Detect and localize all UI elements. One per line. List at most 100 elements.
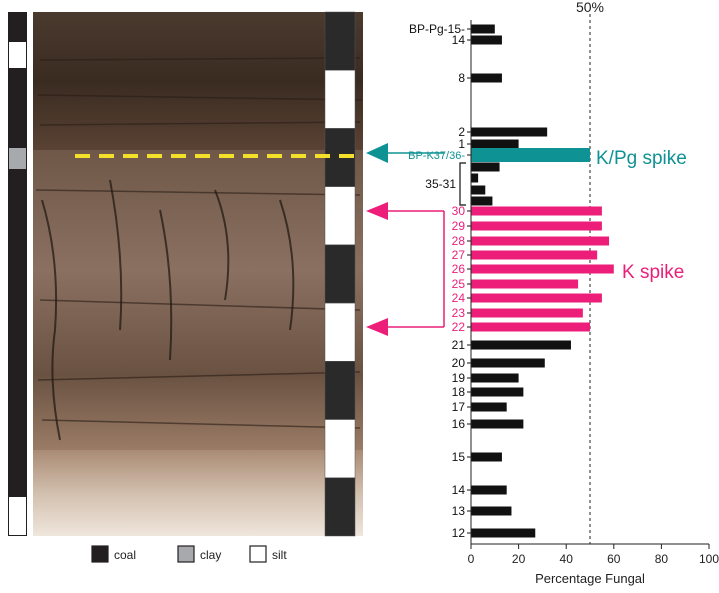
bracket-label: 35-31 bbox=[425, 177, 456, 191]
sample-label: 24 bbox=[452, 291, 466, 305]
bar-2 bbox=[471, 127, 548, 137]
sample-label: 25 bbox=[452, 277, 466, 291]
sample-label: 12 bbox=[452, 526, 466, 540]
scale-bar-segment bbox=[324, 477, 356, 537]
scale-bar bbox=[324, 11, 356, 537]
bar-25 bbox=[471, 279, 579, 289]
sample-label: BP-K37/36- bbox=[408, 150, 465, 162]
sample-label: 13 bbox=[452, 504, 466, 518]
sample-label: 17 bbox=[452, 400, 466, 414]
scale-bar-segment bbox=[324, 361, 356, 420]
bars bbox=[471, 24, 614, 538]
kpg-arrow bbox=[366, 143, 444, 163]
kpg-arrow-head bbox=[366, 143, 388, 163]
fungal-percentage-chart: 50% BP-Pg-15-14821BP-K37/36-302928272625… bbox=[366, 0, 719, 586]
x-tick-label: 60 bbox=[607, 552, 621, 566]
bar-20 bbox=[471, 358, 545, 368]
strat-column bbox=[8, 12, 27, 536]
strat-silt-unit-top bbox=[9, 42, 26, 68]
photo-bedding-lines bbox=[35, 57, 363, 429]
bar-22 bbox=[471, 322, 590, 332]
strat-coal-unit bbox=[8, 12, 27, 536]
x-tick-label: 80 bbox=[655, 552, 669, 566]
bar-1 bbox=[471, 139, 519, 149]
kpg-spike-annotation: K/Pg spike bbox=[596, 148, 687, 169]
bar-27 bbox=[471, 250, 598, 260]
bar-unlabeled bbox=[471, 185, 486, 195]
sample-label: 30 bbox=[452, 204, 466, 218]
sample-label: 18 bbox=[452, 385, 466, 399]
sample-label: 23 bbox=[452, 306, 466, 320]
coal-layer-photo bbox=[33, 12, 363, 152]
strat-clay-unit bbox=[9, 148, 26, 169]
sample-label: 14 bbox=[452, 33, 466, 47]
photo-cracks bbox=[41, 179, 295, 441]
bar-17 bbox=[471, 402, 507, 412]
sample-label: 20 bbox=[452, 356, 466, 370]
sample-label: 28 bbox=[452, 234, 466, 248]
sample-label: 22 bbox=[452, 320, 466, 334]
bar-14 bbox=[471, 35, 502, 45]
sample-label: 19 bbox=[452, 371, 466, 385]
bar-21 bbox=[471, 340, 571, 350]
scale-bar-segment bbox=[324, 419, 356, 479]
k-spike-bracket bbox=[388, 210, 445, 328]
x-tick-label: 40 bbox=[560, 552, 574, 566]
x-ticks: 0 20 40 60 80 100 bbox=[468, 544, 719, 566]
sample-label: 16 bbox=[452, 417, 466, 431]
bar-unlabeled bbox=[471, 173, 479, 183]
outcrop-photo bbox=[33, 11, 363, 537]
sample-label: 1 bbox=[458, 137, 465, 151]
bar-24 bbox=[471, 293, 602, 303]
bar-19 bbox=[471, 373, 519, 383]
sample-label: 8 bbox=[458, 71, 465, 85]
bar-18 bbox=[471, 387, 524, 397]
bar-30 bbox=[471, 206, 602, 216]
sample-label: 2 bbox=[458, 125, 465, 139]
bar-26 bbox=[471, 264, 614, 274]
scale-bar-segment bbox=[324, 244, 356, 304]
x-tick-label: 100 bbox=[699, 552, 719, 566]
bar-23 bbox=[471, 308, 583, 318]
sample-label: 21 bbox=[452, 338, 466, 352]
scale-bar-segment bbox=[324, 69, 356, 129]
legend-label-silt: silt bbox=[272, 548, 287, 562]
bar-unlabeled bbox=[471, 162, 500, 172]
k-spike-arrow-head-bottom bbox=[366, 318, 388, 336]
bar-8 bbox=[471, 73, 502, 83]
x-axis-label: Percentage Fungal bbox=[535, 571, 645, 586]
bar-14 bbox=[471, 485, 507, 495]
mudstone-layer-photo bbox=[33, 150, 363, 450]
strat-silt-unit-bottom bbox=[9, 497, 26, 535]
sample-label: 14 bbox=[452, 483, 466, 497]
bar-29 bbox=[471, 221, 602, 231]
legend-swatch-coal bbox=[91, 545, 109, 563]
bar-28 bbox=[471, 236, 610, 246]
legend-label-coal: coal bbox=[114, 548, 136, 562]
k-spike-arrows bbox=[366, 202, 445, 336]
sample-label: 26 bbox=[452, 262, 466, 276]
bar-13 bbox=[471, 506, 512, 516]
legend-swatch-silt bbox=[249, 545, 267, 563]
k-spike-arrow-head-top bbox=[366, 202, 388, 220]
bar-15 bbox=[471, 452, 502, 462]
sample-label: 27 bbox=[452, 248, 466, 262]
sample-label: 15 bbox=[452, 450, 466, 464]
legend-swatch-clay bbox=[177, 545, 195, 563]
sample-labels: BP-Pg-15-14821BP-K37/36-3029282726252423… bbox=[408, 22, 471, 540]
scale-bar-segment bbox=[324, 302, 356, 362]
x-tick-label: 20 bbox=[512, 552, 526, 566]
fifty-percent-label: 50% bbox=[576, 0, 604, 15]
bar-16 bbox=[471, 419, 524, 429]
scale-bar-segment bbox=[324, 186, 356, 246]
bar-BP-K37/36 bbox=[471, 148, 590, 162]
sample-label: BP-Pg-15- bbox=[409, 22, 465, 36]
x-tick-label: 0 bbox=[468, 552, 475, 566]
legend-label-clay: clay bbox=[200, 548, 221, 562]
bar-BP-Pg-15 bbox=[471, 24, 495, 34]
bracket-35-31 bbox=[459, 162, 466, 206]
k-spike-annotation: K spike bbox=[622, 262, 684, 283]
scale-bar-segment bbox=[324, 11, 356, 71]
bar-12 bbox=[471, 528, 536, 538]
